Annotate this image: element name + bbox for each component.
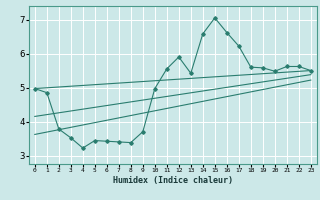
X-axis label: Humidex (Indice chaleur): Humidex (Indice chaleur) (113, 176, 233, 185)
